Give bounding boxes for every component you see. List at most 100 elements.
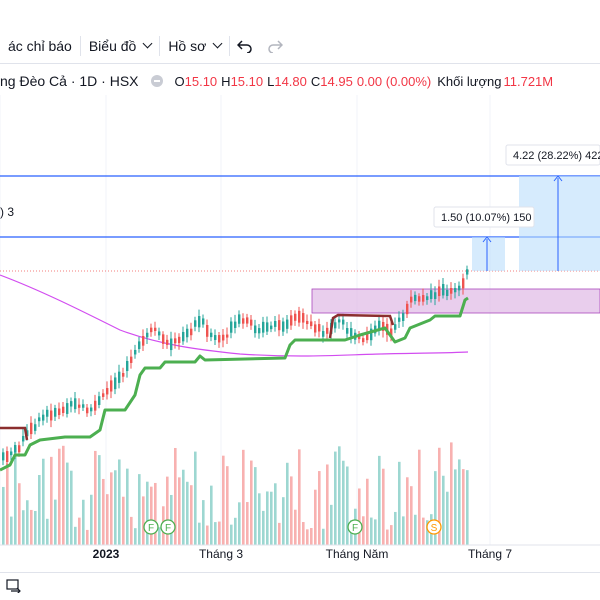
candle-body xyxy=(170,338,173,351)
candle-body xyxy=(190,328,193,336)
candle-body xyxy=(458,285,461,291)
indicators-button[interactable]: ác chỉ báo xyxy=(0,28,80,64)
volume-bar xyxy=(74,526,77,545)
candle-body xyxy=(22,435,25,442)
undo-button[interactable] xyxy=(230,28,260,64)
redo-button[interactable] xyxy=(260,28,290,64)
measure-label-large: 4.22 (28.22%) 422 xyxy=(513,150,600,162)
chart-type-label: Biểu đồ xyxy=(88,37,137,54)
candle-body xyxy=(50,410,53,421)
volume-bar xyxy=(302,522,305,545)
volume-bar xyxy=(278,522,281,545)
time-label-may: Tháng Năm xyxy=(326,547,389,561)
candle-body xyxy=(182,331,185,342)
volume-bar xyxy=(266,491,269,545)
low-value: 14.80 xyxy=(274,73,307,89)
volume-bar xyxy=(110,472,113,545)
ohlc-legend: ng Đèo Cả · 1D · HSX O 15.10 H 15.10 L 14.8… xyxy=(0,71,553,91)
candle-body xyxy=(242,318,245,324)
candle-body xyxy=(310,321,313,327)
candle-body xyxy=(414,294,417,302)
volume-bar xyxy=(398,461,401,545)
candle-body xyxy=(46,409,49,417)
candle-body xyxy=(334,322,337,329)
undo-icon xyxy=(237,39,253,53)
volume-bar xyxy=(142,496,145,545)
candle-body xyxy=(78,404,81,408)
candle-body xyxy=(218,335,221,343)
volume-bar xyxy=(250,460,253,545)
volume-bar xyxy=(298,449,301,545)
volume-bar xyxy=(338,446,341,545)
volume-bar xyxy=(382,468,385,545)
candle-body xyxy=(394,324,397,330)
candle-body xyxy=(2,452,5,461)
volume-bar xyxy=(450,442,453,545)
price-chart[interactable]: 1.50 (10.07%) 150 4.22 (28.22%) 422 ) 3 … xyxy=(0,0,600,572)
candle-body xyxy=(62,406,65,413)
toolbar-divider xyxy=(229,35,231,56)
candle-body xyxy=(358,334,361,340)
volume-bar xyxy=(426,520,429,545)
volume-bar xyxy=(90,494,93,545)
candle-body xyxy=(294,313,297,321)
event-marker-s[interactable]: S xyxy=(426,519,442,535)
event-marker-f3[interactable]: F xyxy=(347,519,363,535)
grid xyxy=(0,95,491,545)
volume-bar xyxy=(422,517,425,545)
high-label: H xyxy=(221,73,231,89)
volume-bar xyxy=(10,516,13,545)
volume-bar xyxy=(418,449,421,545)
volume-bar xyxy=(186,481,189,545)
open-value: 15.10 xyxy=(184,73,218,89)
candle-body xyxy=(366,331,369,341)
chart-type-button[interactable]: Biểu đồ xyxy=(81,28,159,64)
volume-bar xyxy=(66,462,69,545)
collapse-icon[interactable] xyxy=(150,75,163,87)
volume-bar xyxy=(206,525,209,545)
volume-bar xyxy=(334,451,337,545)
volume-bar xyxy=(6,463,9,545)
candle-body xyxy=(398,317,401,322)
candle-body xyxy=(318,324,321,332)
volume-bar xyxy=(394,511,397,545)
candle-body xyxy=(286,319,289,329)
event-marker-f2[interactable]: F xyxy=(160,519,176,535)
candle-body xyxy=(210,332,213,338)
volume-bar xyxy=(294,509,297,545)
symbol-title[interactable]: ng Đèo Cả · 1D · HSX xyxy=(0,73,139,89)
candle-body xyxy=(418,296,421,302)
profile-button[interactable]: Hồ sơ xyxy=(160,28,229,64)
measure-box-small[interactable] xyxy=(472,237,505,271)
candle-body xyxy=(18,445,21,453)
zone-rectangle[interactable] xyxy=(311,288,600,314)
candle-body xyxy=(390,328,393,338)
candle-body xyxy=(178,336,181,344)
volume-bar xyxy=(434,471,437,545)
moving-average-line xyxy=(0,274,469,357)
volume-bar xyxy=(446,491,449,545)
volume-bar xyxy=(126,468,129,545)
event-marker-f1[interactable]: F xyxy=(143,519,159,535)
candle-body xyxy=(26,430,29,437)
candle-body xyxy=(338,319,341,323)
candle-body xyxy=(278,320,281,331)
candle-body xyxy=(114,377,117,390)
volume-bar xyxy=(170,494,173,545)
volume-bar xyxy=(166,476,169,545)
candle-body xyxy=(342,319,345,325)
volume-bar xyxy=(362,516,365,545)
volume-bar xyxy=(38,475,41,545)
candle-body xyxy=(314,324,317,333)
volume-bar xyxy=(270,491,273,545)
indicator-label: ) 3 xyxy=(0,205,14,219)
volume-bar xyxy=(30,509,33,545)
volume-bar xyxy=(438,447,441,545)
time-label-2023: 2023 xyxy=(93,547,120,561)
candle-body xyxy=(150,327,153,333)
volume-bar xyxy=(318,471,321,545)
volume-bar xyxy=(174,447,177,545)
volume-bar xyxy=(106,494,109,545)
candle-body xyxy=(98,396,101,405)
replay-icon[interactable] xyxy=(6,579,22,593)
